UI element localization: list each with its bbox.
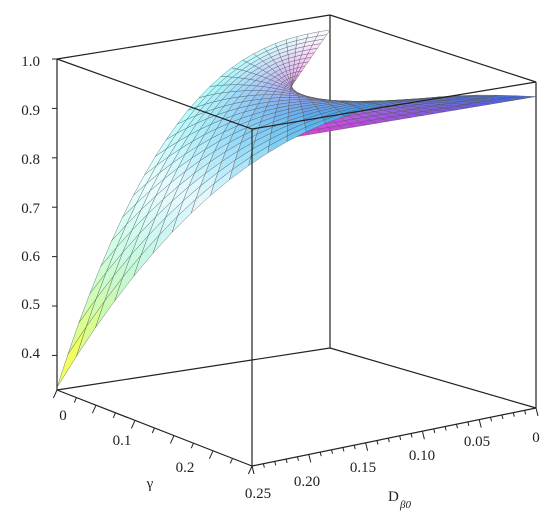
z-tick-label: 1.0 [21,54,40,70]
d-tick [467,421,470,427]
d-tick [421,431,425,440]
d-axis-title: D [388,489,399,505]
z-tick-label: 0.8 [21,152,40,168]
gamma-axis-title: γ [146,476,154,492]
d-axis-subscript: β0 [399,499,411,511]
d-tick-label: 0.05 [464,434,490,450]
d-tick [501,414,504,420]
gamma-tick [208,450,214,460]
d-tick [478,419,482,428]
box-edge [56,14,331,60]
d-tick [342,447,345,452]
gamma-tick [190,442,194,449]
gamma-tick [151,427,155,434]
box-edge [329,14,537,83]
surface-cell [316,29,331,37]
d-tick-label: 0 [532,430,540,446]
gamma-tick [112,412,116,419]
d-tick-label: 0.10 [409,448,435,464]
box-edge [251,81,537,130]
gamma-tick [169,435,175,444]
surface-mesh [56,29,537,388]
gamma-tick [91,404,97,414]
bounding-box-back [56,14,537,409]
gamma-tick [52,389,58,399]
d-tick [376,440,379,445]
d-tick [387,438,390,443]
gamma-tick-label: 0 [59,408,67,424]
z-tick-label: 0.4 [21,346,40,362]
d-tick [274,461,277,466]
d-tick [353,444,356,450]
d-tick [444,426,447,431]
surface-cell [56,326,87,388]
gamma-tick [130,420,136,429]
d-tick [524,410,527,415]
d-tick [455,424,458,429]
z-tick-label: 0.7 [21,201,40,217]
gamma-tick-label: 0.1 [113,433,132,449]
gamma-tick [247,465,253,475]
box-edge [56,347,331,391]
gamma-tick-label: 0.2 [176,460,195,476]
d-tick [399,435,402,440]
d-tick [490,417,493,422]
d-tick [365,442,369,451]
d-tick [433,428,436,434]
d-tick [308,454,312,463]
d-tick [512,412,515,417]
d-tick-label: 0.15 [350,460,376,476]
box-edge [56,58,253,130]
box-edge [251,407,537,467]
d-tick [331,449,334,454]
d-tick [319,451,322,457]
gamma-tick [73,397,77,403]
gamma-tick [229,458,233,464]
d-tick [251,465,255,475]
gamma-tick-label: 0.25 [245,486,271,502]
d-tick [296,456,299,461]
bounding-box-front [52,58,539,475]
d-tick-label: 0.20 [294,474,320,490]
z-tick-label: 0.6 [21,249,40,265]
box-edge [329,347,537,409]
d-tick [410,433,413,438]
z-tick-label: 0.9 [21,103,40,119]
z-tick-label: 0.5 [21,297,40,313]
d-tick [285,458,288,464]
d-tick [535,407,539,417]
d-tick [262,463,265,468]
